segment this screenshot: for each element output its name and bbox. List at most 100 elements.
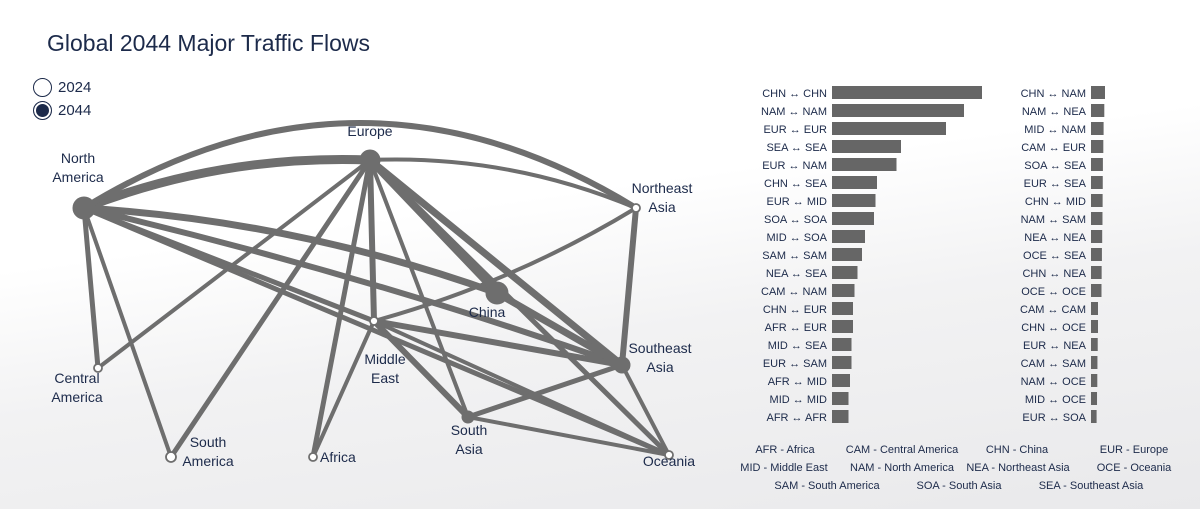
year-label-2024: 2024 xyxy=(58,79,92,96)
flow-EUR-MID xyxy=(367,157,377,324)
bar-label: SOA ↔ SOA xyxy=(764,214,828,226)
bar[interactable] xyxy=(832,266,858,279)
node-label-OCE: Oceania xyxy=(643,453,695,469)
abbreviation-item: CAM - Central America xyxy=(846,444,959,456)
bar[interactable] xyxy=(1091,158,1103,171)
flow-map: North America Europe Northeast Asia China Sout… xyxy=(51,120,695,469)
bar-label: CHN ↔ NEA xyxy=(1022,268,1086,280)
bar-label: EUR ↔ NEA xyxy=(1023,340,1087,352)
radio-2024[interactable] xyxy=(33,78,52,97)
bar[interactable] xyxy=(832,374,850,387)
bar-label: NAM ↔ NEA xyxy=(1022,106,1087,118)
bar-label: NAM ↔ OCE xyxy=(1021,376,1086,388)
flow-MID-SOA xyxy=(371,318,471,420)
node-EUR[interactable] xyxy=(359,149,381,171)
bar[interactable] xyxy=(832,86,982,99)
bar[interactable] xyxy=(1091,392,1098,405)
bar[interactable] xyxy=(1091,374,1098,387)
bar[interactable] xyxy=(1091,320,1098,333)
bar[interactable] xyxy=(832,158,897,171)
flow-EUR-SEA xyxy=(366,156,626,369)
abbreviation-item: AFR - Africa xyxy=(755,444,815,456)
bar[interactable] xyxy=(832,140,901,153)
bar[interactable] xyxy=(1091,140,1104,153)
node-SEA[interactable] xyxy=(613,356,631,374)
bar-label: SAM ↔ SAM xyxy=(762,250,827,262)
node-NEA[interactable] xyxy=(631,203,641,213)
bar-label: SOA ↔ SEA xyxy=(1024,160,1086,172)
year-label-2044: 2044 xyxy=(58,102,92,119)
bar[interactable] xyxy=(1091,248,1102,261)
bar[interactable] xyxy=(832,320,853,333)
bar-label: CAM ↔ NAM xyxy=(761,286,827,298)
bar-label: EUR ↔ EUR xyxy=(763,124,827,136)
bar-label: CHN ↔ EUR xyxy=(763,304,827,316)
bar-label: MID ↔ SOA xyxy=(766,232,827,244)
bar[interactable] xyxy=(1091,284,1102,297)
abbreviation-item: NEA - Northeast Asia xyxy=(966,462,1070,474)
abbreviation-item: EUR - Europe xyxy=(1100,444,1168,456)
flow-NAM-MID xyxy=(81,205,377,324)
bar[interactable] xyxy=(1091,356,1098,369)
node-MID[interactable] xyxy=(369,316,379,326)
bar[interactable] xyxy=(1091,176,1103,189)
flow-NAM-NEA xyxy=(81,120,639,211)
bar[interactable] xyxy=(1091,104,1105,117)
bar[interactable] xyxy=(1091,338,1098,351)
bar[interactable] xyxy=(832,176,877,189)
bar[interactable] xyxy=(832,284,855,297)
bar[interactable] xyxy=(1091,230,1103,243)
node-CAM[interactable] xyxy=(93,363,103,373)
abbreviation-item: SAM - South America xyxy=(774,480,880,492)
abbreviation-item: OCE - Oceania xyxy=(1097,462,1172,474)
bar[interactable] xyxy=(832,122,946,135)
bar[interactable] xyxy=(1091,302,1098,315)
flow-EUR-SAM xyxy=(168,157,373,460)
flow-SOA-OCE xyxy=(466,415,671,457)
node-SOA[interactable] xyxy=(461,410,475,424)
node-OCE[interactable] xyxy=(664,450,674,460)
page-title: Global 2044 Major Traffic Flows xyxy=(47,30,370,56)
abbreviation-item: MID - Middle East xyxy=(740,462,827,474)
node-label-SAM: South America xyxy=(182,434,234,469)
bar[interactable] xyxy=(1091,122,1104,135)
bar-label: MID ↔ OCE xyxy=(1025,394,1086,406)
bar[interactable] xyxy=(832,194,876,207)
node-NAM[interactable] xyxy=(72,196,96,220)
node-AFR[interactable] xyxy=(308,452,318,462)
bar-label: CHN ↔ CHN xyxy=(762,88,827,100)
flow-NAM-EUR xyxy=(79,154,375,213)
flow-NAM-CHN xyxy=(80,204,501,297)
flow-NEA-SEA xyxy=(619,205,639,368)
bar[interactable] xyxy=(832,356,852,369)
bar[interactable] xyxy=(1091,212,1103,225)
bar-label: OCE ↔ OCE xyxy=(1021,286,1086,298)
bar[interactable] xyxy=(832,338,852,351)
radio-2044[interactable] xyxy=(33,101,52,120)
bar[interactable] xyxy=(832,410,849,423)
bar-label: AFR ↔ AFR xyxy=(766,412,827,424)
bar[interactable] xyxy=(832,248,862,261)
year-option-2044[interactable]: 2044 xyxy=(33,99,91,122)
bar[interactable] xyxy=(1091,86,1105,99)
bar[interactable] xyxy=(1091,266,1102,279)
bar[interactable] xyxy=(832,392,849,405)
bar[interactable] xyxy=(832,104,964,117)
bar-label: EUR ↔ NAM xyxy=(762,160,827,172)
bar[interactable] xyxy=(1091,194,1103,207)
node-SAM[interactable] xyxy=(165,451,177,463)
bar-label: NAM ↔ NAM xyxy=(761,106,827,118)
bar-label: NEA ↔ NEA xyxy=(1024,232,1086,244)
bar[interactable] xyxy=(832,212,874,225)
bar[interactable] xyxy=(832,230,865,243)
bar-label: CHN ↔ SEA xyxy=(764,178,828,190)
bar[interactable] xyxy=(832,302,853,315)
bar-label: EUR ↔ MID xyxy=(767,196,828,208)
bar[interactable] xyxy=(1091,410,1097,423)
flow-SOA-SEA xyxy=(465,362,625,420)
year-option-2024[interactable]: 2024 xyxy=(33,76,91,99)
node-CHN[interactable] xyxy=(485,281,509,305)
flow-EUR-NEA xyxy=(368,157,638,210)
flow-NAM-SEA xyxy=(81,205,625,368)
bar-label: CAM ↔ SAM xyxy=(1021,358,1086,370)
